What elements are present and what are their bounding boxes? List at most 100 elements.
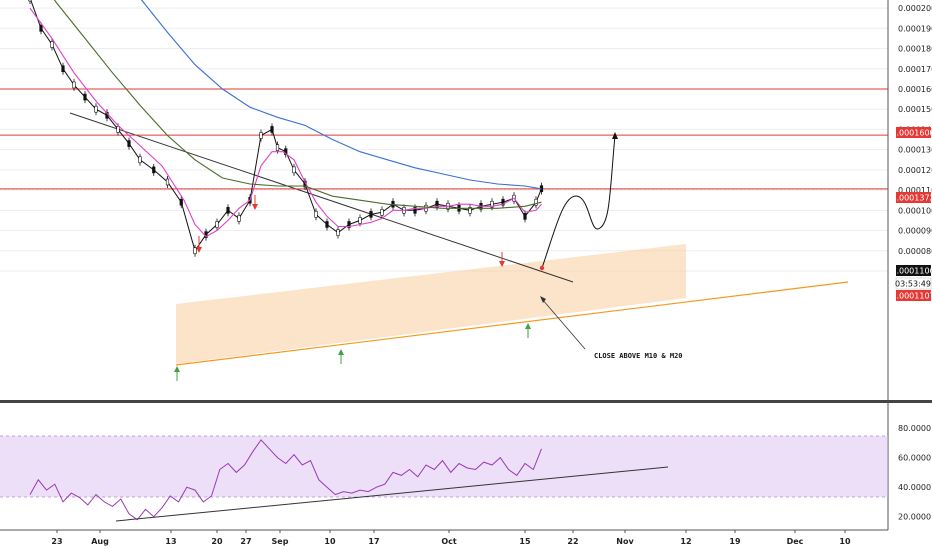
badge-0001107: 0.0001107 (891, 290, 932, 301)
price-tick-label: 0.0001700 (898, 65, 932, 74)
time-tick-label: 27 (240, 537, 251, 546)
main-grid (0, 7, 888, 272)
support-trendline (175, 281, 849, 366)
rsi-tick-label: 20.0000 (898, 513, 931, 522)
time-tick-label: Oct (441, 537, 457, 546)
rsi-tick-label: 40.0000 (898, 483, 931, 492)
price-tick-label: 0.0001900 (898, 24, 932, 33)
candle-body (138, 156, 142, 164)
candle-body (127, 140, 131, 147)
projection-path (541, 134, 616, 269)
svg-text:0.0001372: 0.0001372 (891, 194, 932, 203)
down-arrow-1 (196, 236, 202, 253)
price-tick-label: 0.0001100 (898, 186, 932, 195)
time-tick-label: Sep (272, 537, 289, 546)
projection-arrowhead (612, 132, 618, 139)
time-tick-label: 20 (211, 537, 223, 546)
candle-body (435, 200, 439, 208)
candle-body (116, 126, 120, 133)
price-tick-label: 0.0000900 (898, 227, 932, 236)
time-tick-label: 15 (519, 537, 531, 546)
time-tick-label: 12 (680, 537, 691, 546)
up-arrow-1 (174, 366, 180, 381)
time-tick-label: 17 (368, 537, 379, 546)
candle-body (347, 221, 351, 228)
series-rsi (29, 439, 542, 521)
badge-0001600: 0.0001600 (891, 127, 932, 138)
rsi-band (0, 436, 888, 497)
up-arrow-3 (525, 323, 531, 338)
price-tick-label: 0.0001600 (898, 85, 932, 94)
time-tick-label: Dec (787, 537, 804, 546)
time-tick-label: 10 (324, 537, 336, 546)
candle-body (50, 41, 54, 48)
candle-body (226, 207, 230, 214)
candle-body (165, 178, 170, 186)
svg-text:0.0001600: 0.0001600 (891, 129, 932, 138)
time-axis-ticks: 23 Aug 13 20 27 Sep 10 17 Oct 15 22 Nov 12 19 Dec 10 (51, 530, 851, 546)
time-tick-label: 22 (567, 537, 578, 546)
badge-0001372: 0.0001372 (891, 192, 932, 203)
rsi-trendline (115, 466, 669, 522)
candle-body (284, 148, 288, 155)
badge-last-price: 0.0001106 (891, 265, 932, 276)
candle-body (380, 209, 384, 216)
rsi-tick-label: 60.0000 (898, 454, 931, 463)
candle-body (237, 215, 241, 222)
candle-body (490, 200, 494, 208)
horizontal-levels (0, 88, 888, 190)
candle-body (270, 126, 274, 133)
down-arrow-2 (252, 195, 258, 210)
candle-body (325, 221, 329, 228)
candle-body (179, 198, 183, 206)
rsi-tick-label: 80.0000 (898, 424, 931, 433)
series-ma_fast (29, 7, 542, 238)
main-panel-bg (0, 0, 888, 400)
candle-body (413, 207, 417, 214)
time-tick-label: 23 (51, 537, 62, 546)
badge-countdown: 03:53:49 (895, 277, 932, 290)
candle-body (358, 217, 362, 224)
price-tick-label: 0.0001000 (898, 206, 932, 215)
candle-body (83, 93, 87, 101)
candle-body (152, 166, 156, 174)
time-tick-label: Aug (91, 537, 109, 546)
time-tick-label: Nov (616, 537, 634, 546)
candle-body (292, 166, 296, 174)
price-tick-label: 0.0002000 (898, 4, 932, 13)
panel-separator (0, 400, 932, 403)
time-tick-label: 13 (165, 537, 176, 546)
candle-body (534, 198, 538, 206)
time-tick-label: 10 (839, 537, 851, 546)
candle-body (369, 211, 373, 218)
candle-body (523, 213, 527, 220)
series-ma_slow (140, 0, 542, 190)
price-axis-ticks: 0.00007000.00008000.00009000.00010000.00… (898, 4, 932, 276)
rsi-series (29, 439, 542, 521)
up-arrow-2 (338, 349, 344, 364)
series-ma_mid (53, 0, 542, 209)
price-tick-label: 0.0001300 (898, 146, 932, 155)
price-badges: 0.0001600 0.0001372 0.0001106 03:53:49 0… (891, 127, 932, 301)
annotation-text: CLOSE ABOVE M10 & M20 (594, 352, 683, 360)
candle-body (193, 247, 197, 255)
candle-body (501, 198, 505, 206)
ascending-channel-fill (176, 244, 686, 364)
candle-body (275, 144, 280, 151)
time-tick-label: 19 (729, 537, 741, 546)
candle-body (61, 65, 65, 73)
candle-body (39, 25, 43, 32)
annotation-leader (541, 298, 586, 350)
candle-body (215, 221, 219, 228)
candle-body (28, 0, 32, 2)
price-tick-label: 0.0001800 (898, 45, 932, 54)
candle-body (468, 207, 472, 214)
breakout-dot (539, 265, 545, 271)
down-arrow-3 (499, 252, 505, 267)
candle-body (72, 81, 76, 89)
signal-arrows (174, 195, 531, 381)
candle-body (259, 132, 263, 139)
rsi-axis-ticks: 20.0000 40.0000 60.0000 80.0000 (898, 424, 931, 522)
annotation-arrowhead (540, 296, 546, 303)
